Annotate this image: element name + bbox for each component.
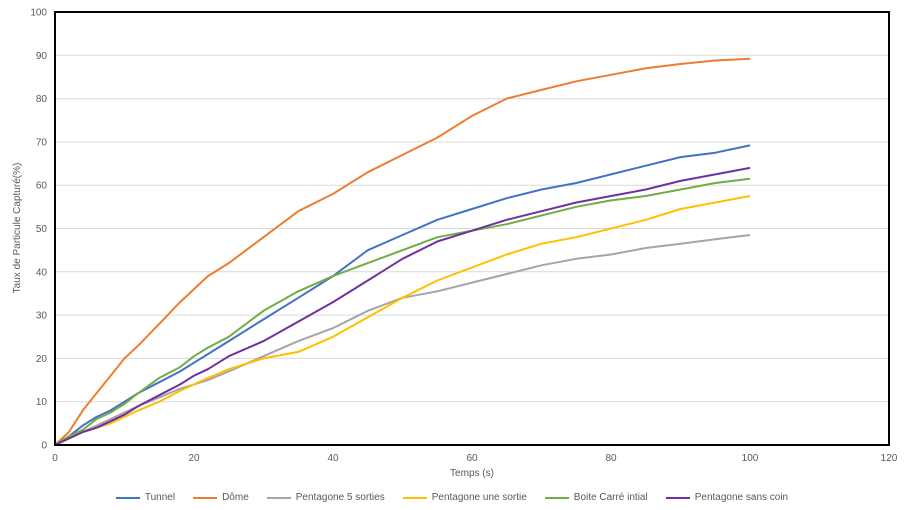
series-line-4: [54, 177, 751, 446]
x-tick-label: 40: [327, 453, 339, 464]
y-tick-label: 20: [36, 354, 48, 365]
series-lines: [54, 57, 751, 446]
y-tick-label: 90: [36, 51, 48, 62]
chart-legend: Tunnel Dôme Pentagone 5 sorties Pentagone u…: [0, 492, 904, 503]
axes: 0 10 20 30 40 50 60 70 80 90 100 0 20 40 60 80 100 120: [30, 8, 897, 465]
legend-item: Pentagone 5 sorties: [266, 492, 385, 503]
legend-label: Pentagone une sortie: [431, 492, 527, 503]
x-tick-label: 0: [52, 453, 58, 464]
x-tick-label: 80: [605, 453, 617, 464]
series-line-3: [54, 195, 751, 446]
legend-label: Tunnel: [144, 492, 176, 503]
legend-item: Pentagone sans coin: [665, 492, 789, 503]
y-tick-label: 100: [30, 8, 47, 19]
legend-item: Boite Carré intial: [544, 492, 648, 503]
y-tick-label: 0: [41, 441, 47, 452]
legend-swatch: [115, 496, 140, 499]
legend-swatch: [544, 496, 569, 499]
series-line-0: [54, 144, 751, 446]
legend-label: Pentagone 5 sorties: [295, 492, 385, 503]
series-line-2: [54, 234, 751, 446]
x-tick-label: 20: [188, 453, 200, 464]
legend-item: Pentagone une sortie: [402, 492, 527, 503]
y-axis-title: Taux de Particule Capturé(%): [12, 163, 23, 294]
line-chart: 0 10 20 30 40 50 60 70 80 90 100 0 20 40 60 80 100 120 Te…: [12, 8, 898, 480]
legend-swatch: [266, 496, 291, 499]
y-tick-label: 30: [36, 311, 48, 322]
y-tick-label: 60: [36, 181, 48, 192]
x-tick-label: 120: [881, 453, 898, 464]
plot-area-border: [54, 11, 890, 446]
legend-label: Boite Carré intial: [573, 492, 648, 503]
legend-item: Dôme: [193, 492, 249, 503]
y-tick-label: 40: [36, 267, 48, 278]
y-tick-label: 80: [36, 94, 48, 105]
y-tick-label: 70: [36, 137, 48, 148]
legend-label: Dôme: [222, 492, 249, 503]
series-line-1: [54, 57, 751, 446]
x-tick-label: 60: [466, 453, 478, 464]
series-line-5: [54, 166, 751, 446]
legend-item: Tunnel: [115, 492, 176, 503]
x-axis-title: Temps (s): [450, 468, 494, 479]
y-tick-label: 10: [36, 397, 48, 408]
gridlines: [55, 11, 889, 446]
legend-swatch: [402, 496, 427, 499]
legend-swatch: [193, 496, 218, 499]
y-tick-label: 50: [36, 224, 48, 235]
legend-swatch: [665, 496, 690, 499]
legend-label: Pentagone sans coin: [694, 492, 789, 503]
x-tick-label: 100: [742, 453, 759, 464]
